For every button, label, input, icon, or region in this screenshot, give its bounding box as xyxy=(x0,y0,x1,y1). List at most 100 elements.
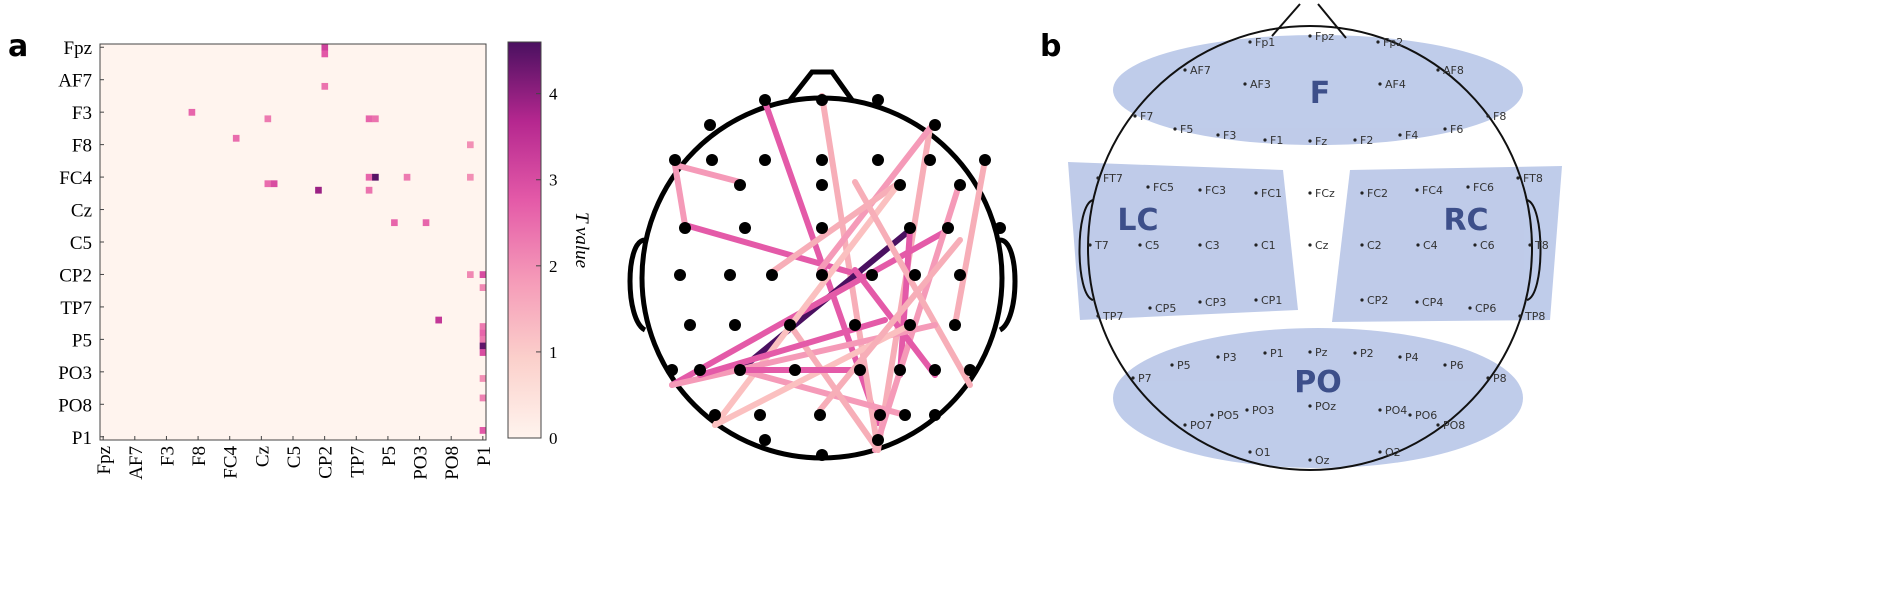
y-tick-label: CP2 xyxy=(59,265,92,286)
electrode-dot xyxy=(854,364,866,376)
heatmap-cell xyxy=(422,219,430,227)
electrode-dot xyxy=(759,94,771,106)
electrode-dot xyxy=(1133,114,1137,118)
electrode-label: CP4 xyxy=(1422,296,1443,309)
electrode-dot xyxy=(1263,351,1267,355)
electrode-dot xyxy=(1183,68,1187,72)
electrode-label: F8 xyxy=(1493,110,1506,123)
region-label: RC xyxy=(1443,203,1488,238)
region-label: PO xyxy=(1294,365,1342,400)
electrode-label: POz xyxy=(1315,400,1336,413)
electrode-dot xyxy=(929,364,941,376)
electrode-label: P6 xyxy=(1450,359,1464,372)
electrode-dot xyxy=(894,364,906,376)
colorbar-tick-label: 4 xyxy=(549,85,558,104)
electrode-dot xyxy=(1245,408,1249,412)
x-tick-label: TP7 xyxy=(347,446,368,478)
y-tick-label: Cz xyxy=(71,201,92,222)
electrode-label: F6 xyxy=(1450,123,1463,136)
electrode-dot xyxy=(729,319,741,331)
electrode-dot xyxy=(1466,185,1470,189)
electrode-dot xyxy=(1468,306,1472,310)
electrode-dot xyxy=(1486,376,1490,380)
heatmap-cell xyxy=(321,50,329,58)
electrode-dot xyxy=(1486,114,1490,118)
electrode-label: AF4 xyxy=(1385,78,1406,91)
electrode-label: Fp2 xyxy=(1383,36,1403,49)
electrode-label: O2 xyxy=(1385,446,1401,459)
electrode-dot xyxy=(1353,351,1357,355)
electrode-label: FC3 xyxy=(1205,184,1226,197)
x-tick-label: F3 xyxy=(157,446,178,466)
electrode-dot xyxy=(1248,450,1252,454)
x-tick-label: AF7 xyxy=(126,446,147,480)
electrode-label: PO6 xyxy=(1415,409,1437,422)
electrode-label: PO8 xyxy=(1443,419,1465,432)
electrode-dot xyxy=(1436,68,1440,72)
y-tick-label: P5 xyxy=(72,330,92,351)
electrode-dot xyxy=(694,364,706,376)
connections xyxy=(669,93,988,453)
electrode-dot xyxy=(1096,176,1100,180)
electrode-label: Fp1 xyxy=(1255,36,1275,49)
electrode-label: P4 xyxy=(1405,351,1419,364)
electrode-dot xyxy=(1248,40,1252,44)
heatmap-cell xyxy=(479,336,487,343)
electrode-dot xyxy=(674,269,686,281)
y-tick-label: PO8 xyxy=(58,395,92,416)
electrode-dot xyxy=(816,269,828,281)
electrode-dot xyxy=(1308,34,1312,38)
electrode-label: CP1 xyxy=(1261,294,1282,307)
electrode-dot xyxy=(954,269,966,281)
electrode-dot xyxy=(1216,133,1220,137)
y-tick-label: TP7 xyxy=(60,298,92,319)
electrode-dot xyxy=(816,179,828,191)
electrode-label: C3 xyxy=(1205,239,1220,252)
electrode-label: Pz xyxy=(1315,346,1328,359)
electrode-dot xyxy=(1096,314,1100,318)
electrode-dot xyxy=(739,222,751,234)
electrode-dot xyxy=(789,364,801,376)
electrode-dot xyxy=(704,119,716,131)
electrode-dot xyxy=(1353,138,1357,142)
heatmap-cell xyxy=(479,271,487,279)
electrode-label: F4 xyxy=(1405,129,1418,142)
panel-label: a xyxy=(8,29,28,64)
region-label: F xyxy=(1310,76,1331,111)
electrode-dot xyxy=(1198,243,1202,247)
electrode-dot xyxy=(759,434,771,446)
electrode-dot xyxy=(1088,243,1092,247)
colorbar-tick-label: 3 xyxy=(549,171,558,190)
electrode-dot xyxy=(924,154,936,166)
heatmap-cell xyxy=(264,115,272,123)
electrode-dot xyxy=(1415,300,1419,304)
electrode-dot xyxy=(709,409,721,421)
electrode-label: FC2 xyxy=(1367,187,1388,200)
electrode-label: C1 xyxy=(1261,239,1276,252)
montage-regions xyxy=(1068,35,1562,468)
electrode-dot xyxy=(1308,404,1312,408)
electrode-dot xyxy=(1518,314,1522,318)
x-tick-label: F8 xyxy=(189,446,210,466)
electrode-label: CP6 xyxy=(1475,302,1496,315)
electrode-label: P8 xyxy=(1493,372,1507,385)
electrode-dot xyxy=(1308,350,1312,354)
electrode-dot xyxy=(1254,298,1258,302)
electrode-label: AF3 xyxy=(1250,78,1271,91)
electrode-dot xyxy=(1254,191,1258,195)
heatmap-cell xyxy=(467,141,474,149)
electrode-label: FCz xyxy=(1315,187,1335,200)
electrode-dot xyxy=(1138,243,1142,247)
electrode-label: F3 xyxy=(1223,129,1236,142)
electrode-dot xyxy=(954,179,966,191)
electrode-dot xyxy=(1360,243,1364,247)
electrode-dot xyxy=(1170,363,1174,367)
y-tick-label: F8 xyxy=(72,136,92,157)
electrode-dot xyxy=(734,364,746,376)
heatmap-cell xyxy=(479,342,487,350)
electrode-dot xyxy=(899,409,911,421)
heatmap-cell xyxy=(321,44,329,51)
electrode-label: PO7 xyxy=(1190,419,1212,432)
heatmap-cell xyxy=(479,427,487,434)
electrode-label: P3 xyxy=(1223,351,1237,364)
